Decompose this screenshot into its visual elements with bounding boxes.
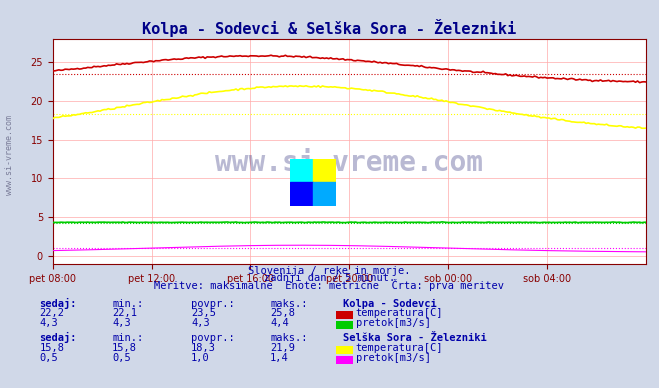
Text: 0,5: 0,5	[112, 353, 130, 363]
Text: maks.:: maks.:	[270, 298, 308, 308]
Text: 4,3: 4,3	[191, 318, 210, 328]
Text: www.si-vreme.com: www.si-vreme.com	[5, 115, 14, 195]
Text: 1,0: 1,0	[191, 353, 210, 363]
Bar	[313, 159, 336, 182]
Text: sedaj:: sedaj:	[40, 298, 77, 308]
Text: 21,9: 21,9	[270, 343, 295, 353]
Text: povpr.:: povpr.:	[191, 298, 235, 308]
Text: Kolpa - Sodevci & Selška Sora - Železniki: Kolpa - Sodevci & Selška Sora - Železnik…	[142, 19, 517, 37]
Text: sedaj:: sedaj:	[40, 333, 77, 343]
Text: 15,8: 15,8	[40, 343, 65, 353]
Text: 15,8: 15,8	[112, 343, 137, 353]
Text: 0,5: 0,5	[40, 353, 58, 363]
Text: pretok[m3/s]: pretok[m3/s]	[356, 353, 431, 363]
Text: Slovenija / reke in morje.: Slovenija / reke in morje.	[248, 265, 411, 275]
Text: 4,3: 4,3	[112, 318, 130, 328]
Text: zadnji dan / 5 minut.: zadnji dan / 5 minut.	[264, 273, 395, 283]
Text: 4,3: 4,3	[40, 318, 58, 328]
Text: 22,2: 22,2	[40, 308, 65, 318]
Text: 23,5: 23,5	[191, 308, 216, 318]
Text: www.si-vreme.com: www.si-vreme.com	[215, 149, 483, 177]
Text: min.:: min.:	[112, 298, 143, 308]
Text: temperatura[C]: temperatura[C]	[356, 308, 444, 318]
Text: 18,3: 18,3	[191, 343, 216, 353]
Text: temperatura[C]: temperatura[C]	[356, 343, 444, 353]
Text: Meritve: maksimalne  Enote: metrične  Črta: prva meritev: Meritve: maksimalne Enote: metrične Črta…	[154, 279, 505, 291]
Bar	[290, 159, 313, 182]
Text: 4,4: 4,4	[270, 318, 289, 328]
Text: 1,4: 1,4	[270, 353, 289, 363]
Text: Selška Sora - Železniki: Selška Sora - Železniki	[343, 333, 486, 343]
Text: povpr.:: povpr.:	[191, 333, 235, 343]
Bar	[290, 182, 313, 206]
Text: 25,8: 25,8	[270, 308, 295, 318]
Text: min.:: min.:	[112, 333, 143, 343]
Bar	[313, 182, 336, 206]
Text: maks.:: maks.:	[270, 333, 308, 343]
Text: Kolpa - Sodevci: Kolpa - Sodevci	[343, 298, 436, 308]
Text: pretok[m3/s]: pretok[m3/s]	[356, 318, 431, 328]
Text: 22,1: 22,1	[112, 308, 137, 318]
